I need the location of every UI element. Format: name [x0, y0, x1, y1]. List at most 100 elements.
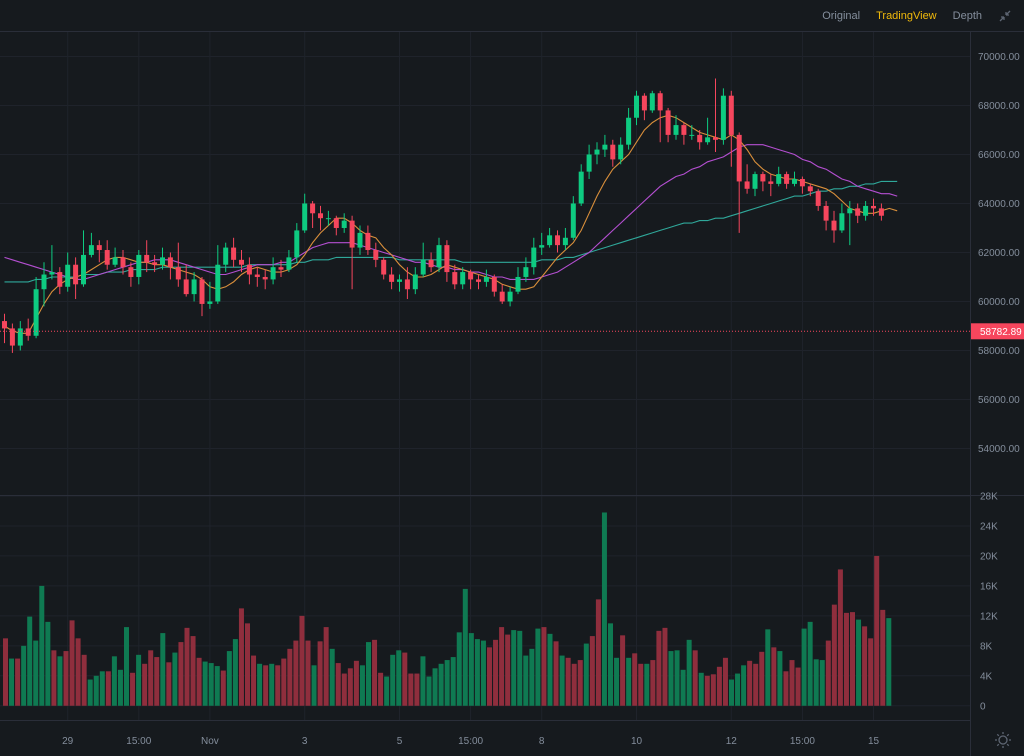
- volume-bar: [487, 647, 492, 706]
- candle-body: [420, 259, 426, 275]
- candle-body: [815, 191, 821, 206]
- volume-bar: [27, 616, 33, 706]
- volume-bar: [789, 660, 795, 706]
- volume-bar: [747, 660, 753, 706]
- candle-body: [49, 272, 55, 275]
- volume-bar: [825, 640, 831, 706]
- volume-tick-label: 16K: [980, 581, 998, 592]
- volume-tick-label: 28K: [980, 492, 998, 503]
- candle-body: [41, 274, 47, 290]
- volume-bar: [783, 671, 789, 706]
- price-tick-label: 58000.00: [978, 346, 1020, 357]
- volume-bar: [117, 669, 123, 706]
- candle-body: [373, 250, 379, 260]
- candle-body: [144, 254, 150, 263]
- time-tick-label: 12: [726, 736, 738, 747]
- candle-body: [120, 257, 126, 268]
- candle-body: [325, 218, 331, 220]
- volume-bar: [614, 657, 620, 706]
- candle-body: [878, 208, 884, 216]
- trading-chart[interactable]: 54000.00 56000.00 58000.00 60000.00 62000.00…: [0, 32, 1024, 756]
- volume-bar: [57, 656, 63, 706]
- volume-bar: [722, 657, 728, 706]
- volume-bar: [384, 676, 390, 706]
- volume-bar: [668, 651, 674, 706]
- time-tick-label: 29: [62, 736, 74, 747]
- tab-original[interactable]: Original: [822, 10, 861, 22]
- volume-bar: [372, 639, 378, 706]
- volume-bar: [93, 675, 99, 706]
- settings-icon[interactable]: [995, 732, 1011, 748]
- candle-body: [318, 213, 323, 219]
- candle-body: [641, 95, 647, 111]
- volume-bar: [650, 660, 656, 706]
- volume-bar: [366, 642, 371, 706]
- volume-bar: [577, 660, 583, 706]
- price-tick-label: 66000.00: [978, 150, 1020, 161]
- volume-bar: [341, 673, 347, 706]
- candle-body: [160, 257, 165, 265]
- chart-toolbar: Original TradingView Depth: [0, 0, 1024, 32]
- volume-bar: [208, 663, 214, 706]
- volume-bar: [148, 650, 154, 706]
- volume-bar: [420, 656, 426, 706]
- volume-bar: [450, 657, 456, 706]
- volume-bars: [3, 512, 892, 706]
- collapse-icon[interactable]: [998, 9, 1012, 23]
- volume-bar: [517, 630, 523, 706]
- volume-bar: [329, 648, 335, 706]
- volume-bar: [493, 639, 499, 706]
- volume-bar: [753, 663, 759, 706]
- candle-body: [17, 328, 23, 346]
- tab-depth[interactable]: Depth: [952, 10, 982, 22]
- volume-bar: [771, 647, 777, 706]
- volume-bar: [154, 657, 160, 706]
- candle-body: [286, 257, 292, 270]
- candle-body: [515, 276, 521, 292]
- candle-body: [523, 267, 529, 277]
- volume-bar: [438, 663, 444, 706]
- volume-bar: [674, 650, 680, 706]
- candle-body: [697, 134, 703, 143]
- volume-bar: [505, 634, 511, 706]
- volume-bar: [390, 654, 396, 706]
- time-tick-label: 15:00: [458, 736, 483, 747]
- candle-body: [25, 328, 31, 336]
- candle-body: [752, 174, 758, 189]
- candle-body: [444, 245, 450, 273]
- volume-bar: [293, 640, 299, 706]
- volume-bar: [529, 648, 535, 706]
- candle-body: [167, 257, 173, 268]
- candle-body: [744, 181, 750, 189]
- volume-bar: [559, 655, 565, 706]
- volume-bar: [553, 641, 559, 706]
- volume-bar: [184, 627, 190, 706]
- candle-body: [499, 291, 505, 302]
- candle-body: [831, 220, 837, 231]
- price-tick-label: 54000.00: [978, 444, 1020, 455]
- candle-body: [555, 235, 560, 246]
- time-tick-label: 8: [539, 736, 545, 747]
- tab-tradingview[interactable]: TradingView: [876, 10, 937, 22]
- volume-bar: [263, 665, 269, 706]
- time-tick-label: 3: [302, 736, 308, 747]
- volume-tick-label: 24K: [980, 521, 998, 532]
- candle-body: [468, 272, 474, 280]
- volume-bar: [626, 657, 632, 706]
- volume-bar: [850, 612, 855, 706]
- volume-bar: [111, 656, 117, 706]
- volume-bar: [843, 612, 849, 706]
- candle-body: [278, 267, 284, 270]
- candle-body: [152, 262, 158, 265]
- volume-bar: [444, 660, 450, 706]
- volume-bar: [51, 650, 57, 706]
- candle-body: [776, 174, 782, 184]
- volume-bar: [480, 640, 486, 706]
- volume-bar: [547, 633, 553, 706]
- volume-bar: [856, 619, 862, 706]
- volume-bar: [468, 633, 474, 706]
- candle-body: [863, 205, 869, 216]
- candle-body: [397, 279, 402, 282]
- candle-body: [136, 254, 142, 277]
- candle-body: [855, 208, 861, 216]
